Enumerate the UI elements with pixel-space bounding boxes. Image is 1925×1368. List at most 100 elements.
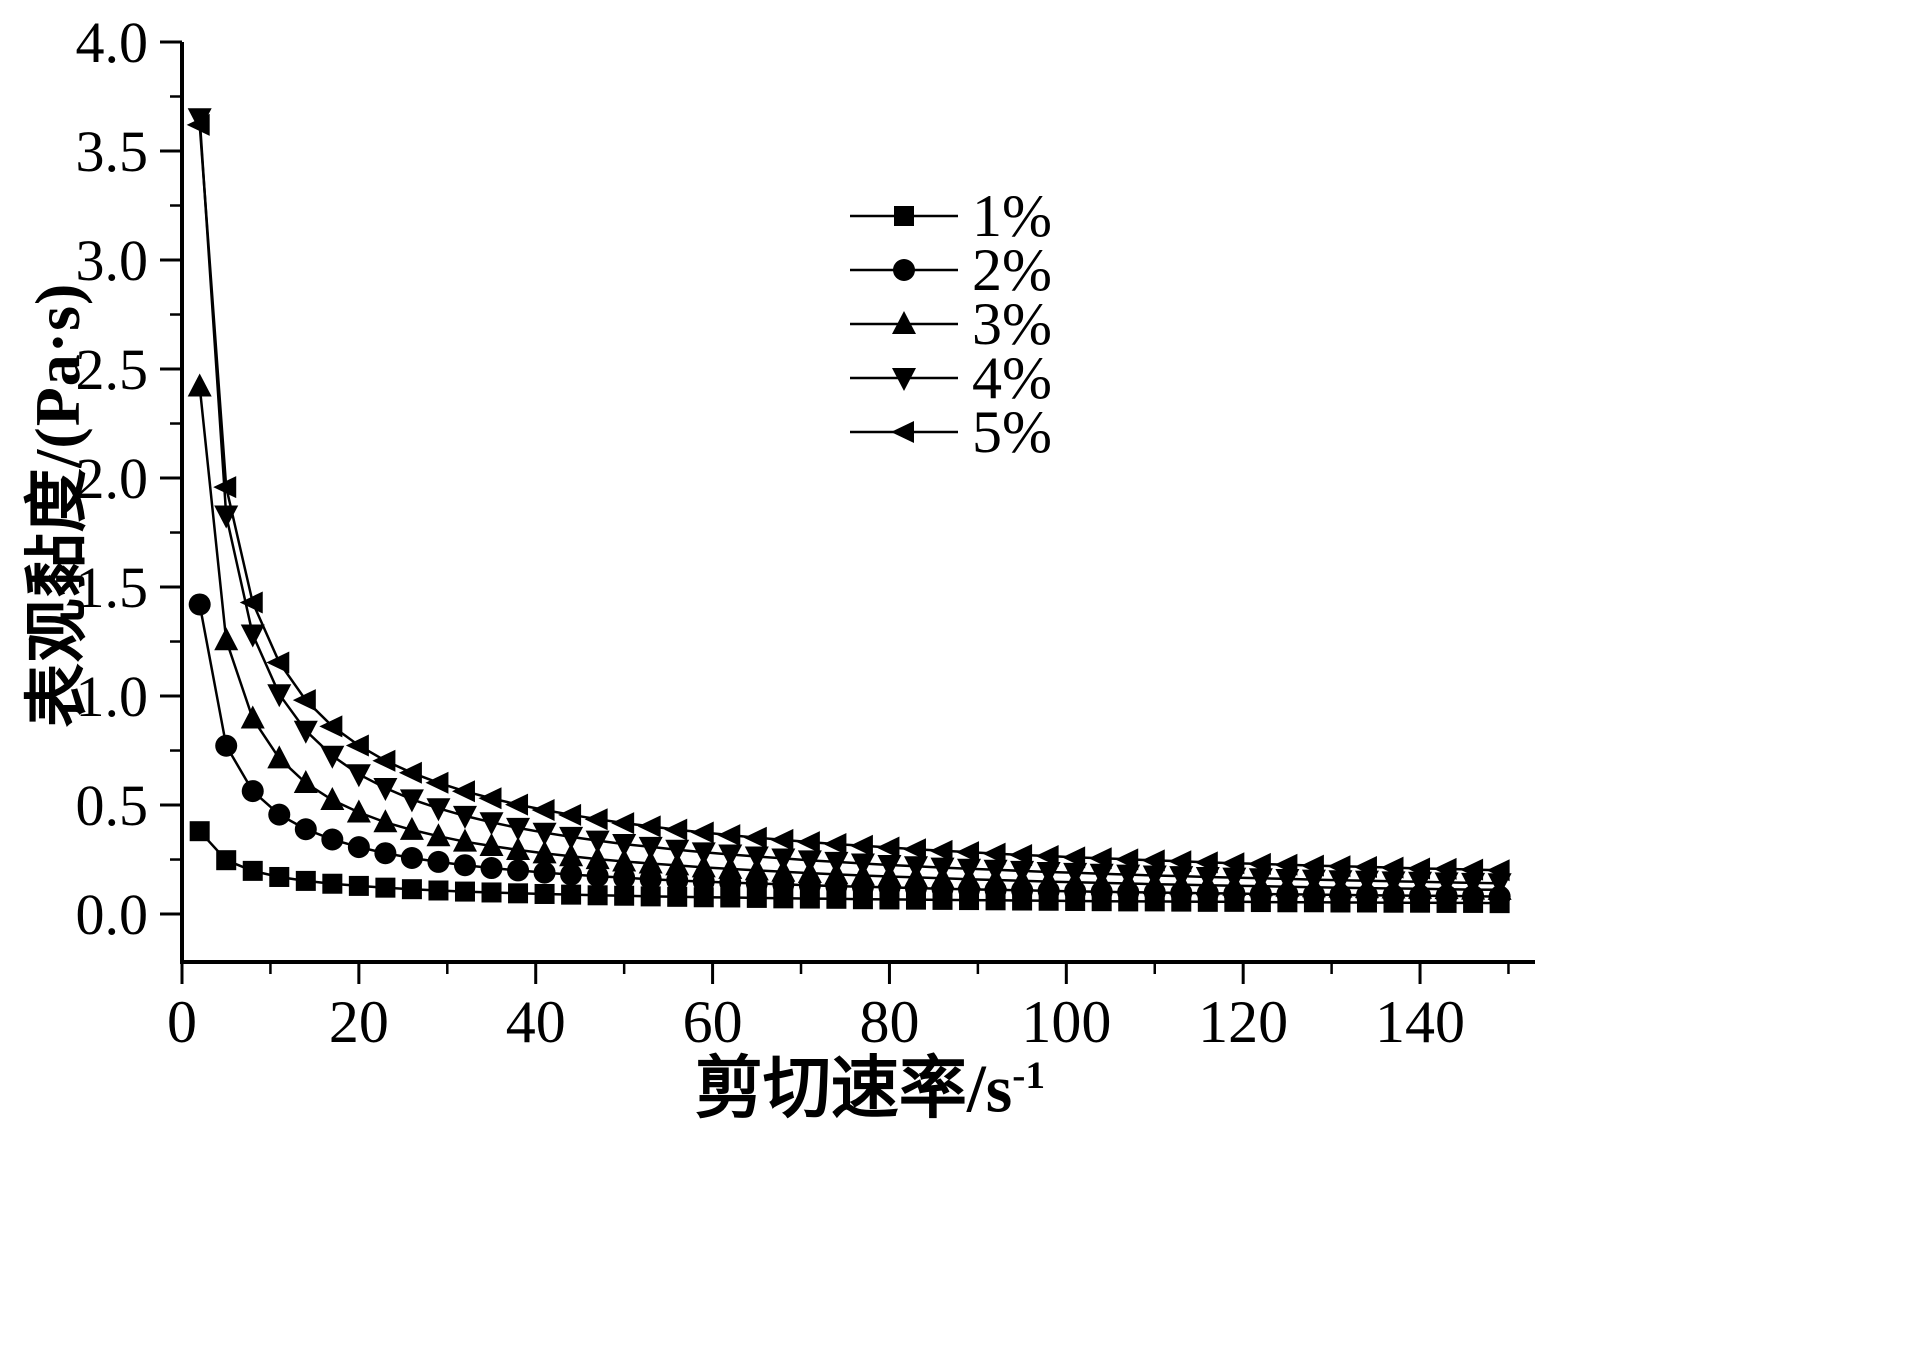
series-marker-5% [823,833,847,856]
series-marker-4% [479,812,504,836]
series-marker-5% [1062,846,1086,869]
series-marker-5% [1486,859,1510,882]
series-marker-3% [585,846,610,870]
series-marker-5% [717,824,741,847]
y-tick-label: 3.5 [76,119,149,184]
series-marker-5% [1115,848,1139,871]
y-tick-label: 0.0 [76,882,149,947]
series-marker-4% [1116,864,1141,888]
series-marker-4% [346,764,371,788]
series-marker-4% [1301,869,1326,893]
series-marker-2% [400,847,423,870]
series-marker-2% [268,803,291,826]
legend-label: 3% [972,291,1052,357]
x-tick-label: 0 [167,989,197,1055]
y-tick-label: 0.5 [76,773,149,838]
series-marker-4% [877,854,902,878]
legend-item-4%: 4% [850,345,1052,411]
series-marker-2% [453,854,476,877]
series-marker-5% [266,651,290,674]
series-marker-4% [1036,861,1061,885]
series-marker-4% [1275,868,1300,892]
series-marker-1% [401,879,422,900]
legend-marker-triangle-down [892,368,916,391]
series-marker-4% [1354,870,1379,894]
legend-label: 4% [972,345,1052,411]
series-marker-4% [1142,865,1167,889]
x-tick-label: 20 [329,989,389,1055]
series-marker-1% [189,821,210,842]
y-tick-label: 1.0 [76,664,149,729]
series-marker-2% [533,861,556,884]
series-marker-5% [1088,847,1112,870]
series-marker-1% [216,850,237,871]
series-marker-1% [348,875,369,896]
series-marker-4% [665,839,690,863]
series-marker-4% [1381,871,1406,895]
series-marker-5% [505,793,529,816]
series-marker-2% [613,866,636,889]
series-marker-4% [1248,868,1273,892]
series-marker-3% [612,848,637,872]
series-marker-4% [267,684,292,708]
series-marker-5% [319,715,343,738]
legend-label: 5% [972,399,1052,465]
series-marker-5% [743,826,767,849]
series-marker-5% [213,476,237,499]
series-marker-1% [322,873,343,894]
y-tick-label: 3.0 [76,228,149,293]
series-marker-5% [1300,854,1324,877]
series-marker-2% [427,850,450,873]
series-marker-5% [478,787,502,810]
series-marker-4% [1222,867,1247,891]
series-marker-1% [667,886,688,907]
series-marker-5% [982,842,1006,865]
series-marker-4% [1010,860,1035,884]
series-marker-1% [561,884,582,905]
series-marker-4% [1169,866,1194,890]
series-marker-1% [295,870,316,891]
series-marker-2% [321,828,344,851]
legend-item-5%: 5% [850,399,1052,465]
series-marker-1% [375,877,396,898]
y-tick-label: 2.0 [76,446,149,511]
series-marker-3% [559,843,584,867]
x-tick-label: 120 [1198,989,1288,1055]
series-marker-3% [214,627,239,651]
series-marker-5% [849,834,873,857]
x-tick-label: 80 [859,989,919,1055]
series-marker-3% [532,840,557,864]
series-marker-2% [241,780,264,803]
series-marker-2% [188,593,211,616]
series-marker-4% [850,853,875,877]
series-marker-3% [426,823,451,847]
series-marker-4% [824,851,849,875]
series-marker-3% [373,809,398,833]
series-marker-2% [215,734,238,757]
series-marker-4% [718,844,743,868]
series-marker-2% [507,859,530,882]
series-marker-4% [1434,872,1459,896]
series-marker-4% [612,834,637,858]
series-marker-3% [452,828,477,852]
series-marker-5% [929,839,953,862]
y-axis-title-text: 表观黏度/(Pa·s) [22,282,93,728]
series-marker-4% [399,789,424,813]
x-tick-label: 100 [1021,989,1111,1055]
series-marker-5% [956,841,980,864]
series-marker-5% [664,818,688,841]
series-marker-1% [454,881,475,902]
series-marker-3% [267,745,292,769]
series-marker-5% [239,591,263,614]
series-marker-4% [373,778,398,802]
series-marker-1% [269,866,290,887]
legend-marker-circle [893,259,915,281]
series-marker-4% [293,720,318,744]
series-marker-2% [294,818,317,841]
series-marker-4% [1195,866,1220,890]
x-axis-title-text: 剪切速率/s [694,1050,1013,1127]
series-marker-5% [1009,843,1033,866]
legend-marker-triangle-up [892,311,916,334]
